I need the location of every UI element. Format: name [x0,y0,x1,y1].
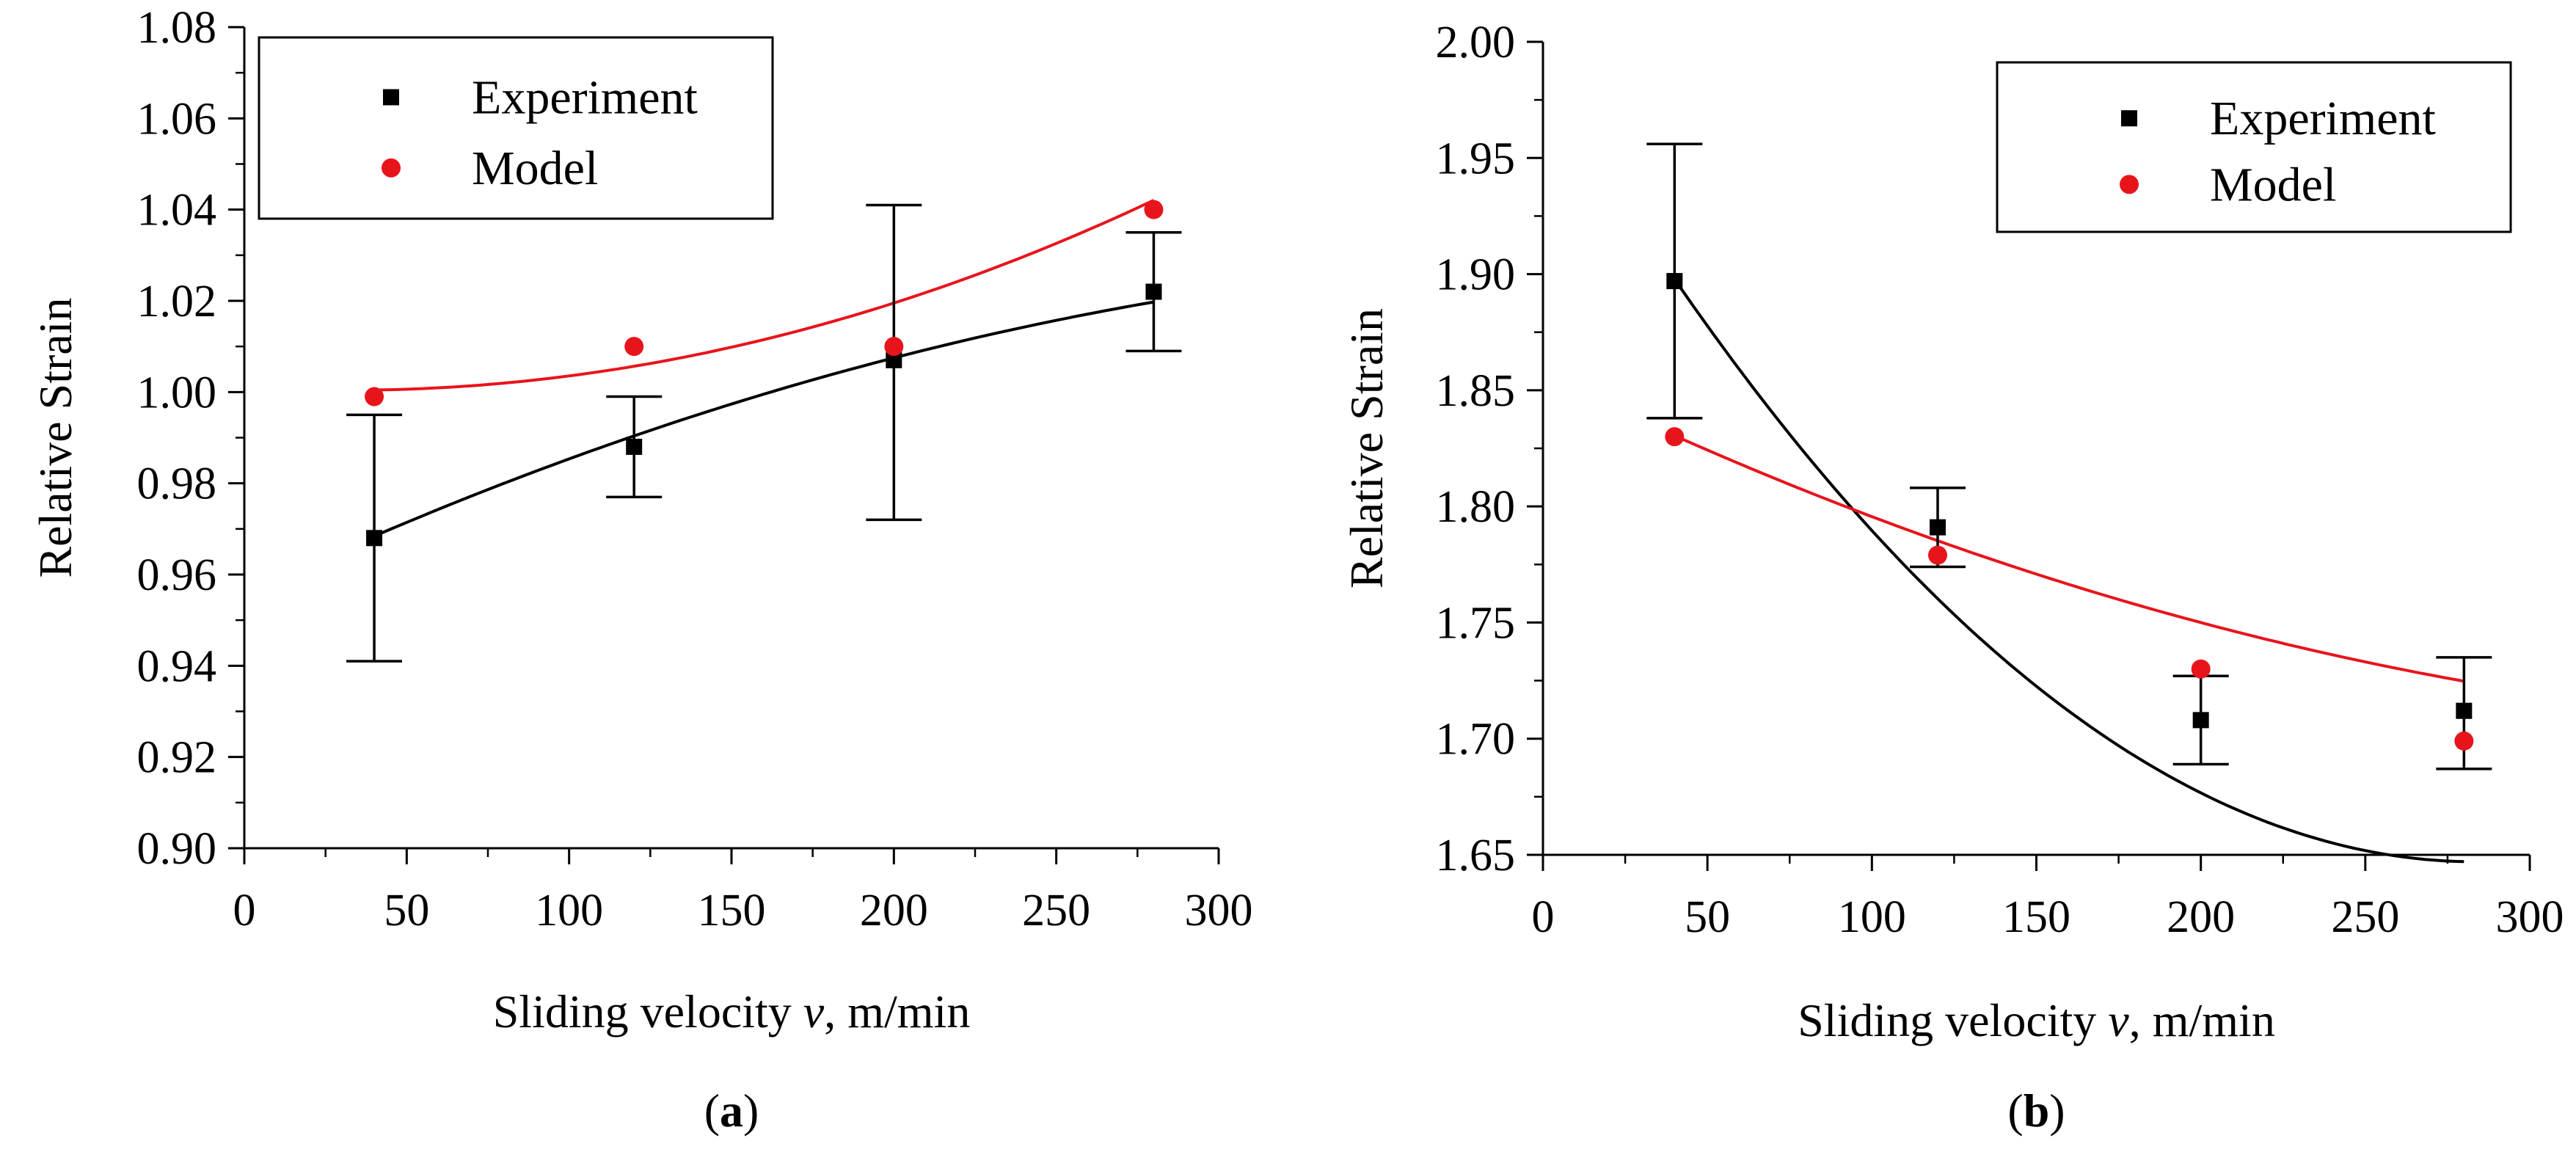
error-bars [1646,142,2492,770]
panel-label: (b) [2007,1084,2065,1137]
x-tick-label: 200 [2167,892,2235,942]
legend-marker-model [2120,175,2139,194]
y-tick-label: 1.80 [1436,482,1516,532]
x-tick-label: 50 [384,886,429,936]
legend-label-model: Model [472,142,598,195]
y-tick-label: 1.08 [137,3,217,53]
chart-panel-b: 1.65 1.70 1.75 1.80 1.85 1.90 1.95 2.00 0 50 100 15… [1340,18,2564,1137]
y-axis-label: Relative Strain [29,297,81,577]
error-bars [346,203,1182,663]
y-tick-label: 1.02 [137,277,217,327]
data-point-model [624,337,644,357]
y-tick-label: 1.85 [1436,366,1516,416]
x-axis-label-var: v [803,985,825,1038]
data-point-model [884,337,904,357]
x-axis-label-main: Sliding velocity [1798,994,2108,1046]
y-tick-label: 1.90 [1436,250,1516,300]
data-point-experiment [366,530,383,547]
legend-marker-experiment [383,89,399,106]
y-tick-label: 1.95 [1436,134,1516,183]
fit-curve-experiment [373,300,1154,538]
x-axis-label-var: v [2108,994,2129,1046]
panel-paren-open: ( [704,1084,720,1137]
y-tick-label: 0.94 [137,641,217,691]
legend-box [258,36,774,220]
x-axis-label-unit: , m/min [824,985,970,1038]
data-point-experiment [2456,702,2473,719]
x-axis-label-main: Sliding velocity [493,985,803,1038]
fit-curve-model [374,199,1155,392]
legend-label-experiment: Experiment [472,71,698,125]
x-tick-label: 100 [1838,892,1906,942]
y-tick-label: 0.90 [137,824,217,874]
data-point-model [365,387,384,407]
data-point-experiment [626,438,643,455]
x-axis-label: Sliding velocity v, m/min [493,985,971,1038]
y-tick-label: 0.98 [137,459,217,509]
y-tick-label: 1.04 [137,186,217,236]
legend-marker-model [382,158,401,178]
panel-letter: b [2024,1084,2050,1137]
x-tick-label: 0 [1532,892,1555,942]
x-tick-label: 300 [2496,892,2564,942]
y-tick-label: 0.96 [137,550,217,600]
y-tick-label: 1.70 [1436,715,1516,765]
data-point-model [2454,731,2474,751]
x-tick-label: 150 [698,886,766,936]
x-tick-label: 0 [233,886,256,936]
legend-label-experiment: Experiment [2210,92,2436,145]
data-point-model [1665,427,1685,447]
panel-paren-open: ( [2007,1084,2023,1137]
axis-labels: Relative Strain Sliding velocity v, m/min… [1340,308,2275,1137]
data-point-model [1144,200,1164,219]
panel-letter: a [720,1084,743,1137]
data-point-model [1928,545,1947,565]
data-markers [365,200,1164,547]
panel-paren-close: ) [2049,1084,2065,1137]
y-axis-label: Relative Strain [1340,308,1393,588]
data-point-experiment [1930,519,1946,536]
y-tick-label: 1.65 [1436,831,1516,881]
data-point-experiment [1145,283,1162,300]
x-tick-label: 200 [860,886,928,936]
data-point-experiment [1666,273,1683,290]
axis-labels: Relative Strain Sliding velocity v, m/min… [29,297,970,1137]
panel-label: (a) [704,1084,759,1137]
fit-curves [1673,278,2464,864]
chart-panel-a: 0.90 0.92 0.94 0.96 0.98 1.00 1.02 1.04 1.06 1.08… [29,3,1253,1137]
x-tick-label: 100 [535,886,603,936]
data-point-experiment [2192,712,2209,729]
fit-curve-experiment [1673,278,2464,864]
legend-box [1996,61,2512,233]
x-axis-label: Sliding velocity v, m/min [1798,994,2275,1046]
data-point-experiment [886,351,902,368]
y-tick-label: 1.06 [137,94,217,144]
x-axis-label-unit: , m/min [2129,994,2275,1046]
data-markers [1665,273,2474,751]
data-point-model [2191,659,2211,679]
axes: 0.90 0.92 0.94 0.96 0.98 1.00 1.02 1.04 1.06 1.08… [137,3,1253,936]
x-tick-label: 300 [1185,886,1253,936]
legend-label-model: Model [2210,158,2336,211]
axes: 1.65 1.70 1.75 1.80 1.85 1.90 1.95 2.00 0 50 100 15… [1436,18,2564,942]
panel-paren-close: ) [743,1084,759,1137]
legend: Experiment Model [1996,61,2512,233]
x-tick-label: 150 [2002,892,2070,942]
legend: Experiment Model [258,36,774,220]
y-tick-label: 1.75 [1436,598,1516,648]
x-tick-label: 50 [1685,892,1730,942]
x-tick-label: 250 [1022,886,1090,936]
fit-curves [373,199,1155,538]
y-tick-label: 1.00 [137,368,217,418]
fit-curve-model [1674,434,2464,683]
legend-marker-experiment [2121,110,2137,127]
x-tick-label: 250 [2331,892,2399,942]
y-tick-label: 2.00 [1436,18,1516,68]
y-tick-label: 0.92 [137,733,217,783]
